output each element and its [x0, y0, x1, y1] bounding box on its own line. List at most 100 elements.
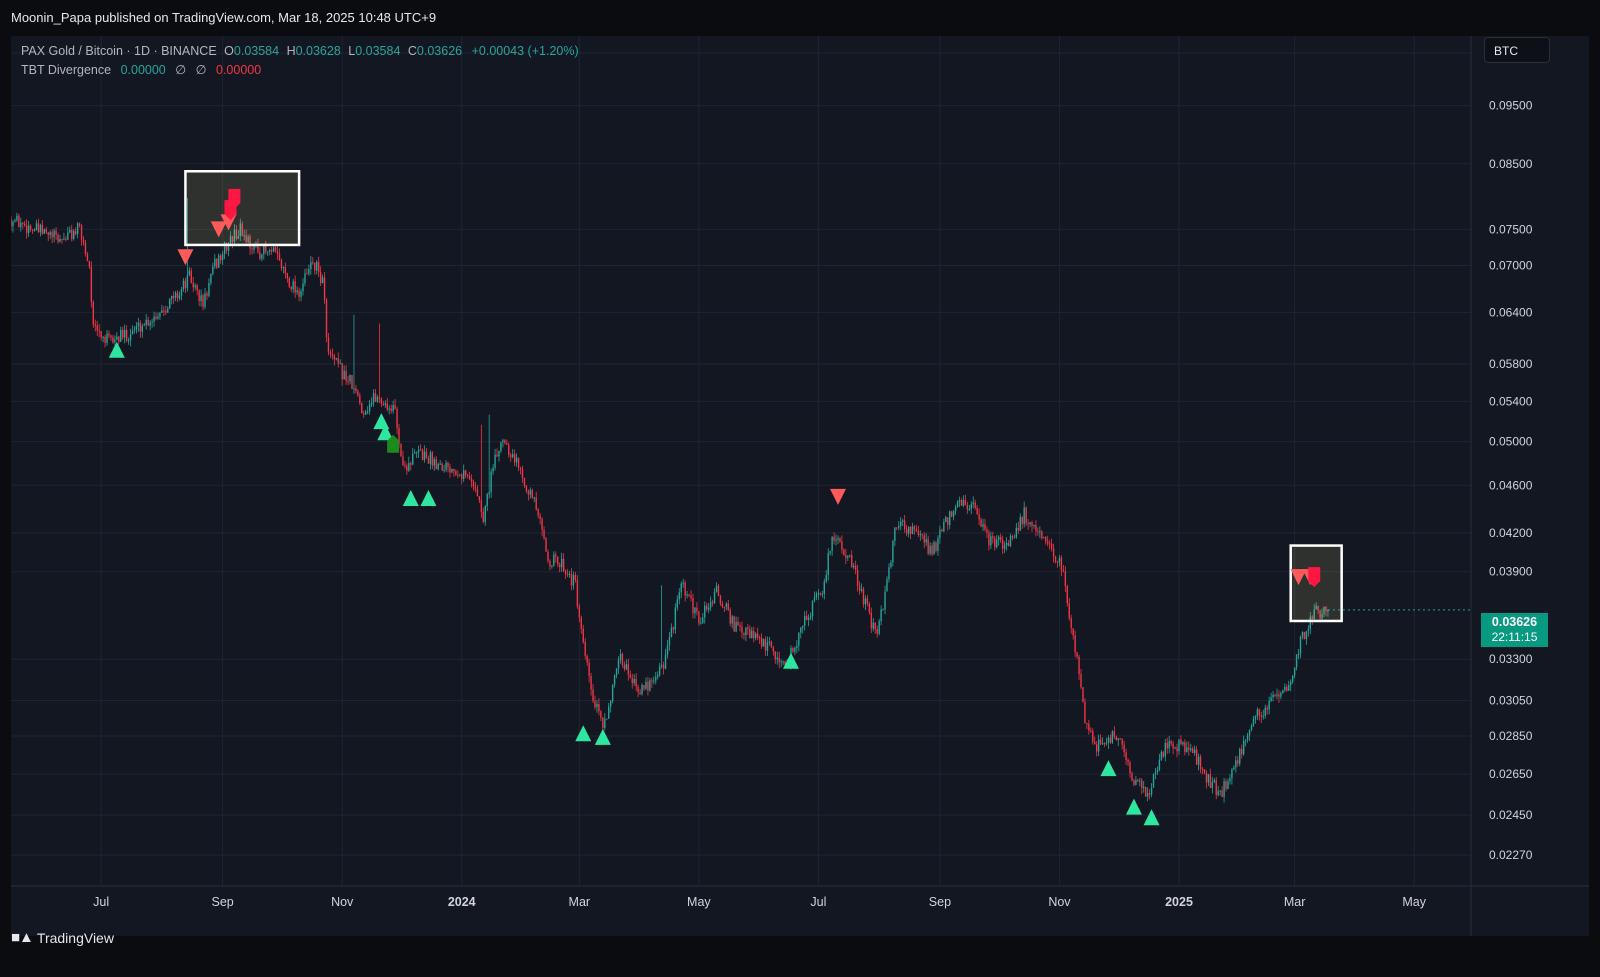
candle-body — [406, 466, 408, 471]
candle-body — [245, 235, 247, 242]
y-tick-label: 0.07000 — [1489, 258, 1533, 272]
candle-body — [435, 459, 437, 470]
candle-body — [508, 444, 510, 456]
candle-body — [1054, 556, 1057, 562]
candle-body — [219, 255, 222, 261]
candle-body — [1297, 653, 1300, 655]
candle-body — [690, 595, 692, 598]
candle-body — [1023, 507, 1025, 525]
candle-body — [257, 244, 259, 253]
candle-body — [1037, 531, 1039, 533]
currency-button[interactable]: BTC — [1484, 37, 1550, 63]
candle-body — [412, 453, 414, 465]
candle-body — [672, 627, 675, 630]
candle-body — [1254, 716, 1257, 720]
candle-body — [404, 465, 406, 467]
candle-body — [265, 245, 267, 252]
candle-body — [776, 657, 778, 660]
candle-body — [237, 236, 240, 239]
chart-panel[interactable] — [11, 36, 1589, 936]
candle-body — [1231, 769, 1233, 779]
candle-body — [321, 277, 324, 283]
candle-body — [466, 475, 469, 477]
brand-name: TradingView — [36, 929, 114, 946]
candle-body — [314, 262, 316, 271]
candle-body — [868, 603, 871, 613]
candle-body — [122, 329, 124, 338]
candle-body — [905, 528, 908, 534]
symbol-title[interactable]: PAX Gold / Bitcoin · 1D · BINANCE — [21, 44, 217, 58]
candle-body — [913, 526, 916, 530]
candle-body — [78, 223, 81, 226]
candle-body — [1174, 747, 1176, 749]
x-tick-label: Jul — [810, 895, 826, 909]
candle-body — [1150, 787, 1153, 795]
candle-body — [500, 442, 502, 452]
candle-body — [1190, 748, 1192, 751]
candle-body — [1233, 767, 1235, 770]
candle-body — [461, 474, 463, 479]
indicator-value-4: 0.00000 — [216, 63, 262, 77]
bearish-signal-icon — [830, 488, 847, 505]
candle-body — [1276, 694, 1278, 696]
candle-body — [1268, 700, 1270, 710]
candle-body — [96, 325, 98, 331]
candle-body — [464, 470, 467, 476]
candle-body — [954, 506, 957, 512]
candle-body — [849, 555, 851, 557]
candle-body — [492, 467, 494, 472]
candle-body — [890, 562, 892, 568]
candle-body — [186, 275, 189, 289]
candle-body — [784, 661, 786, 665]
candle-body — [1195, 749, 1198, 765]
candle-body — [719, 596, 722, 604]
indicator-value-2: ∅ — [175, 63, 187, 77]
candle-body — [600, 711, 602, 718]
candle-body — [584, 641, 586, 656]
indicator-title[interactable]: TBT Divergence — [21, 63, 112, 77]
last-price-value: 0.03626 — [1491, 615, 1538, 629]
candle-body — [1080, 674, 1082, 688]
candle-body — [472, 481, 475, 487]
candle-body — [120, 329, 122, 342]
candle-body — [1203, 769, 1206, 773]
candle-body — [100, 331, 102, 338]
candle-body — [474, 486, 477, 490]
candle-body — [945, 517, 947, 522]
candle-body — [800, 627, 802, 633]
candle-body — [1148, 793, 1151, 795]
candle-body — [805, 615, 808, 621]
bearish-signal-icon — [177, 249, 194, 266]
candle-body — [421, 449, 424, 461]
bullish-signal-icon — [782, 652, 799, 669]
candle-body — [919, 534, 922, 536]
candle-body — [715, 585, 718, 592]
candle-body — [417, 449, 420, 453]
candle-body — [576, 579, 579, 607]
candle-body — [345, 370, 347, 382]
candle-body — [721, 603, 724, 607]
candle-body — [688, 594, 690, 596]
candle-body — [396, 408, 398, 429]
candle-body — [478, 496, 481, 501]
candle-body — [941, 529, 943, 532]
candle-body — [390, 408, 392, 411]
candle-body — [1072, 628, 1074, 636]
candle-body — [513, 454, 516, 463]
candle-body — [1046, 541, 1049, 544]
x-tick-label: May — [687, 895, 711, 909]
candle-body — [239, 223, 241, 237]
bullish-signal-icon — [575, 725, 592, 742]
candle-body — [829, 551, 831, 554]
tradingview-logo[interactable]: ■▲ TradingView — [11, 929, 114, 946]
y-tick-label: 0.05400 — [1489, 394, 1533, 408]
candle-body — [176, 292, 179, 299]
candle-body — [447, 462, 449, 468]
price-chart[interactable]: 0.105000.095000.085000.075000.070000.064… — [11, 36, 1589, 936]
candle-body — [823, 581, 825, 594]
y-tick-label: 0.04200 — [1489, 526, 1533, 540]
candle-body — [1094, 741, 1096, 745]
candle-body — [680, 583, 682, 593]
candle-body — [251, 248, 253, 250]
candle-body — [292, 281, 294, 290]
